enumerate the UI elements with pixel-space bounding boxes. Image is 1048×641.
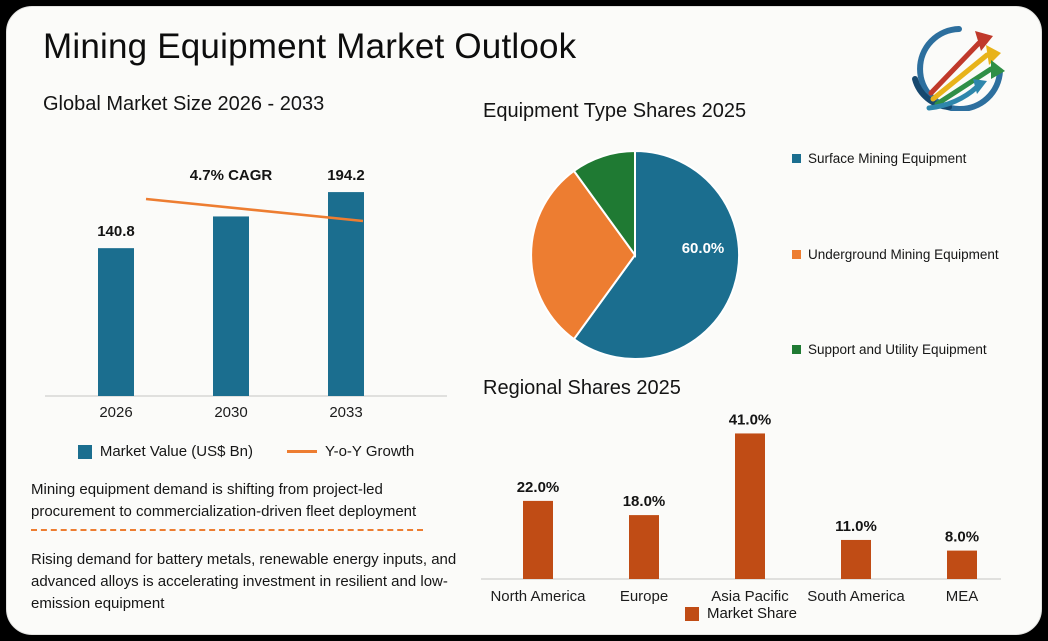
value-label: 18.0% bbox=[623, 493, 666, 510]
bar-north-america bbox=[523, 500, 553, 579]
infographic-card: Mining Equipment Market Outlook Global M… bbox=[6, 6, 1042, 635]
market-size-legend: Market Value (US$ Bn) Y-o-Y Growth bbox=[31, 443, 461, 460]
growth-arrows-logo-icon bbox=[912, 26, 1005, 111]
bar-2026 bbox=[98, 248, 134, 396]
category-label: North America bbox=[490, 588, 586, 605]
value-label-2033: 194.2 bbox=[327, 167, 365, 184]
bar-2030 bbox=[213, 216, 249, 396]
category-label-2030: 2030 bbox=[214, 404, 247, 421]
equipment-shares-pie-chart: 60.0% bbox=[530, 149, 741, 360]
note-demand-shift: Mining equipment demand is shifting from… bbox=[31, 481, 417, 520]
bar-asia-pacific bbox=[735, 433, 765, 579]
legend-label-yoy-growth: Y-o-Y Growth bbox=[324, 443, 415, 460]
pie-slice-0 bbox=[572, 149, 741, 360]
bar-2033 bbox=[328, 192, 364, 396]
bar-south-america bbox=[841, 539, 871, 579]
yoy-growth-swatch-icon bbox=[286, 450, 317, 453]
equipment-shares-section: 60.0% Surface Mining Equipment Undergrou… bbox=[505, 135, 1017, 373]
market-size-chart: 2026 140.8 2030 2033 194.2 4.7% CAGR bbox=[45, 167, 447, 421]
bar-mea bbox=[947, 550, 977, 579]
value-label: 22.0% bbox=[517, 479, 560, 496]
regional-legend: Market Share bbox=[481, 605, 1001, 622]
value-label-2026: 140.8 bbox=[97, 223, 135, 240]
support-utility-swatch-icon bbox=[792, 345, 801, 354]
market-share-swatch-icon bbox=[684, 606, 699, 621]
note-rising-demand: Rising demand for battery metals, renewa… bbox=[31, 551, 457, 612]
page-title: Mining Equipment Market Outlook bbox=[43, 27, 577, 66]
legend-item-market-value: Market Value (US$ Bn) bbox=[77, 443, 253, 460]
pie-slice-1 bbox=[530, 169, 637, 340]
pie-data-label: 60.0% bbox=[682, 240, 725, 257]
category-label: South America bbox=[807, 588, 905, 605]
bar-europe bbox=[629, 515, 659, 579]
legend-label-market-value: Market Value (US$ Bn) bbox=[99, 443, 253, 460]
value-label: 41.0% bbox=[729, 411, 772, 428]
legend-label-support-utility: Support and Utility Equipment bbox=[808, 342, 987, 357]
underground-mining-swatch-icon bbox=[792, 249, 801, 259]
legend-item-yoy-growth: Y-o-Y Growth bbox=[286, 443, 415, 460]
surface-mining-swatch-icon bbox=[792, 154, 801, 163]
category-label: Europe bbox=[620, 588, 668, 605]
yoy-growth-line bbox=[145, 197, 364, 223]
legend-label-market-share: Market Share bbox=[706, 605, 798, 622]
dashed-divider bbox=[31, 529, 423, 531]
pie-slice-2 bbox=[572, 149, 636, 258]
legend-item-support-utility: Support and Utility Equipment bbox=[792, 342, 999, 357]
category-label: MEA bbox=[946, 588, 979, 605]
market-size-heading: Global Market Size 2026 - 2033 bbox=[43, 93, 325, 115]
market-value-swatch-icon bbox=[77, 444, 92, 459]
regional-shares-heading: Regional Shares 2025 bbox=[483, 377, 681, 399]
category-label: Asia Pacific bbox=[711, 588, 789, 605]
value-label: 8.0% bbox=[945, 529, 979, 546]
equipment-shares-heading: Equipment Type Shares 2025 bbox=[483, 100, 747, 122]
legend-label-surface-mining: Surface Mining Equipment bbox=[808, 151, 967, 166]
category-label-2026: 2026 bbox=[99, 404, 132, 421]
legend-label-underground-mining: Underground Mining Equipment bbox=[808, 246, 999, 262]
legend-item-underground-mining: Underground Mining Equipment bbox=[792, 247, 999, 262]
value-label: 11.0% bbox=[835, 518, 877, 535]
cagr-annotation: 4.7% CAGR bbox=[190, 167, 273, 184]
pie-legend: Surface Mining Equipment Underground Min… bbox=[792, 151, 999, 357]
legend-item-market-share: Market Share bbox=[684, 605, 798, 622]
legend-item-surface-mining: Surface Mining Equipment bbox=[792, 151, 999, 166]
regional-shares-chart: North America 22.0% Europe 18.0% Asia Pacifi… bbox=[481, 411, 1001, 605]
category-label-2033: 2033 bbox=[329, 404, 362, 421]
